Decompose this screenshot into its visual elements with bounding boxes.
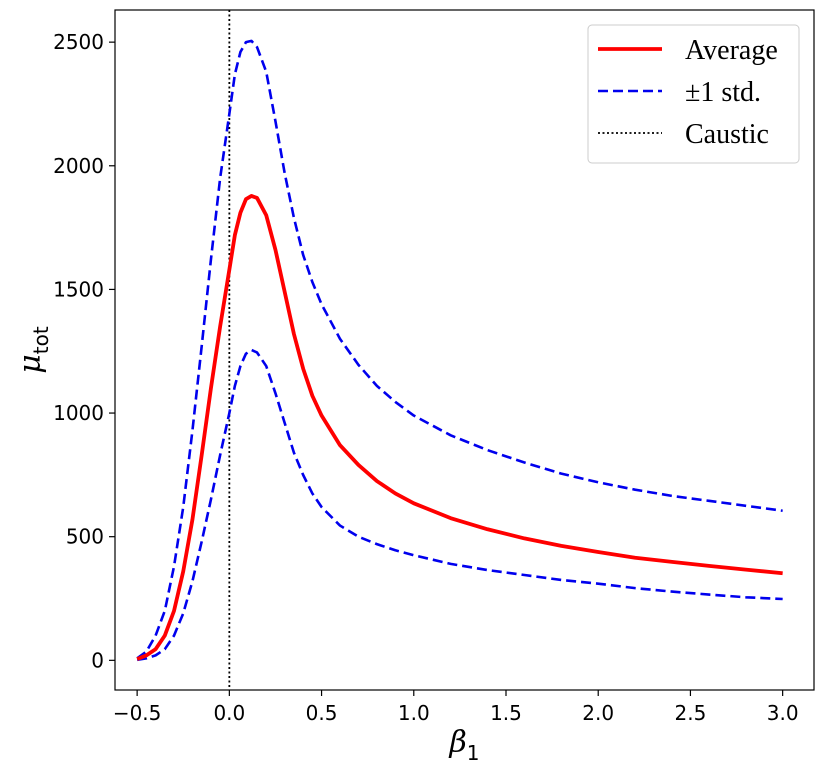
series-line-plus-std <box>136 39 783 660</box>
axes-border <box>114 9 815 691</box>
x-tick-label: 2.0 <box>582 701 614 725</box>
y-tick-label: 500 <box>66 525 104 549</box>
y-tick-label: 1000 <box>53 401 104 425</box>
x-axis-ticks: −0.5 0.0 0.5 1.0 1.5 2.0 2.5 3.0 <box>113 690 799 725</box>
y-tick-label: 1500 <box>53 277 104 301</box>
legend-label-std: ±1 std. <box>685 77 761 108</box>
x-tick-label: 0.5 <box>306 701 338 725</box>
series-line-minus-std <box>136 348 783 662</box>
y-axis-ticks: 0 500 1000 1500 2000 2500 <box>53 30 115 672</box>
x-axis-label: β1 <box>448 725 479 765</box>
x-tick-label: 3.0 <box>767 701 799 725</box>
legend-label-caustic: Caustic <box>685 119 769 150</box>
y-tick-label: 0 <box>91 648 104 672</box>
axes-frame <box>114 9 815 691</box>
x-tick-label: 0.0 <box>213 701 245 725</box>
series-line-average <box>136 194 783 661</box>
y-tick-label: 2000 <box>53 154 104 178</box>
legend: Average ±1 std. Caustic <box>587 24 800 164</box>
x-tick-label: 2.5 <box>675 701 707 725</box>
x-tick-label: 1.0 <box>398 701 430 725</box>
x-tick-label: −0.5 <box>113 701 162 725</box>
x-tick-label: 1.5 <box>490 701 522 725</box>
plot-area <box>136 10 783 690</box>
legend-box <box>587 24 800 164</box>
y-axis-label: μtot <box>13 326 53 374</box>
legend-label-average: Average <box>685 35 778 66</box>
y-tick-label: 2500 <box>53 30 104 54</box>
